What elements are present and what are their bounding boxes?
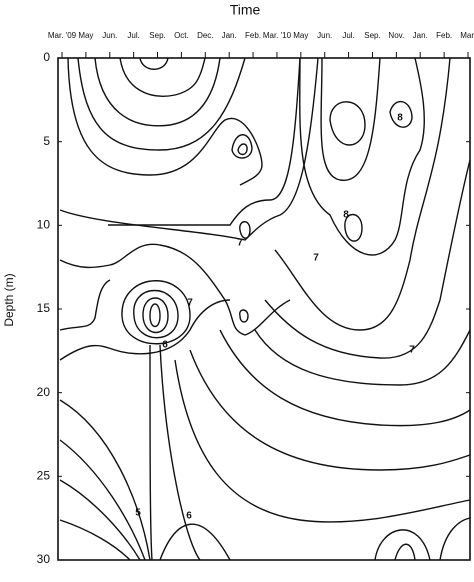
y-tick-label: 30 [37,552,51,566]
y-tick-label: 5 [43,134,50,148]
x-tick-label: Mar. '09 [48,31,77,40]
x-tick-label: May [293,31,308,40]
contour-label: 7 [313,253,319,264]
contour-label: 7 [237,238,243,249]
x-tick-label: Oct. [174,31,189,40]
contour-lines [59,57,471,561]
x-tick-label: Jun. [317,31,332,40]
y-tick-label: 25 [37,469,51,483]
x-tick-label: Mar. [460,31,474,40]
contour-label: 6 [186,511,192,522]
x-tick-label: Sep. [149,31,165,40]
x-tick-label: Mar. '10 [263,31,292,40]
x-tick-label: Jan. [413,31,428,40]
x-tick-label: Jul. [342,31,354,40]
x-tick-label: Jan. [222,31,237,40]
x-tick-label: Dec. [197,31,213,40]
plot-frame [57,57,471,561]
contour-label: 7 [187,298,193,309]
x-tick-label: Sep. [364,31,380,40]
x-tick-label: Feb. [436,31,452,40]
x-tick-label: Nov. [388,31,404,40]
y-axis-label: Depth (m) [2,273,16,326]
y-tick-label: 10 [37,218,51,232]
contour-label: 7 [409,345,415,356]
contour-label: 5 [135,508,141,519]
x-tick-label: May [78,31,93,40]
x-tick-label: Feb. [245,31,261,40]
chart-title: Time [230,2,261,18]
contour-label: 6 [162,340,168,351]
contour-label: 8 [343,210,349,221]
x-tick-label: Jul. [127,31,139,40]
y-tick-label: 15 [37,301,51,315]
y-tick-label: 0 [43,50,50,64]
contour-label: 8 [397,113,403,124]
x-tick-label: Jun. [102,31,117,40]
y-tick-label: 20 [37,385,51,399]
